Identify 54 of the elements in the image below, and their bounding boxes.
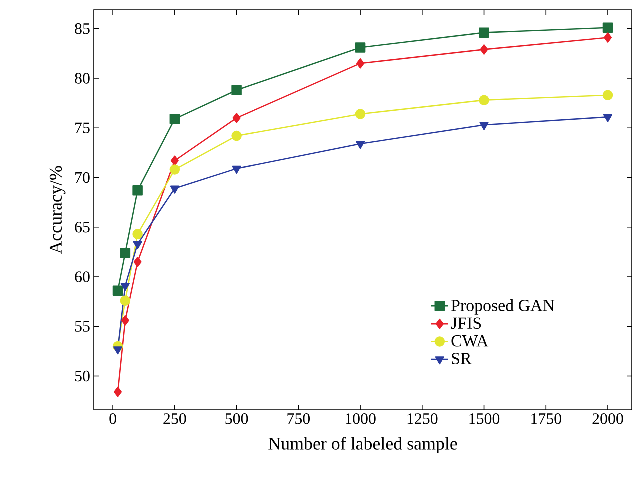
point xyxy=(232,130,242,142)
point xyxy=(479,95,490,106)
x-tick-label: 1750 xyxy=(532,414,562,424)
point xyxy=(113,346,123,355)
point xyxy=(602,90,614,100)
point xyxy=(480,122,489,130)
legend-label: JFIS xyxy=(451,318,482,330)
legend-label: CWA xyxy=(452,335,489,347)
point xyxy=(356,58,365,69)
y-tick-label: 65 xyxy=(75,222,90,233)
y-axis-title: Accuracy/% xyxy=(50,166,66,254)
point xyxy=(604,32,612,43)
legend-label: SR xyxy=(452,353,472,364)
point xyxy=(120,283,130,292)
y-tick-label: 50 xyxy=(75,370,90,382)
point xyxy=(355,42,366,53)
x-tick-label: 1000 xyxy=(346,414,376,424)
point xyxy=(479,28,490,38)
point xyxy=(170,156,179,166)
point xyxy=(170,114,180,124)
x-tick-label: 750 xyxy=(288,414,310,424)
x-tick-label: 500 xyxy=(226,414,248,424)
y-tick-label: 75 xyxy=(76,122,90,134)
point xyxy=(603,114,613,122)
x-tick-label: 0 xyxy=(110,414,116,424)
y-tick-label: 70 xyxy=(76,172,90,184)
point xyxy=(356,141,366,150)
point xyxy=(134,256,142,268)
x-tick-label: 1500 xyxy=(470,414,500,424)
point xyxy=(170,186,180,194)
point xyxy=(120,296,131,306)
y-tick-label: 55 xyxy=(75,321,90,332)
x-tick-label: 2000 xyxy=(592,414,624,424)
y-tick-label: 85 xyxy=(75,23,90,34)
point xyxy=(602,22,614,33)
point xyxy=(170,164,180,175)
point xyxy=(480,44,488,55)
point xyxy=(232,85,242,96)
point xyxy=(114,387,122,398)
point xyxy=(132,186,143,196)
point xyxy=(355,109,366,120)
x-axis-title: Number of labeled sample xyxy=(268,437,458,454)
point xyxy=(133,241,142,250)
x-tick-label: 1250 xyxy=(408,414,438,424)
y-tick-label: 80 xyxy=(75,73,90,84)
legend-label: Proposed GAN xyxy=(452,299,555,315)
point xyxy=(121,316,130,326)
y-tick-label: 60 xyxy=(75,272,90,282)
point xyxy=(120,248,131,258)
x-tick-label: 250 xyxy=(164,414,186,424)
point xyxy=(232,166,242,174)
point xyxy=(232,113,241,124)
point xyxy=(112,286,124,296)
point xyxy=(132,229,143,240)
